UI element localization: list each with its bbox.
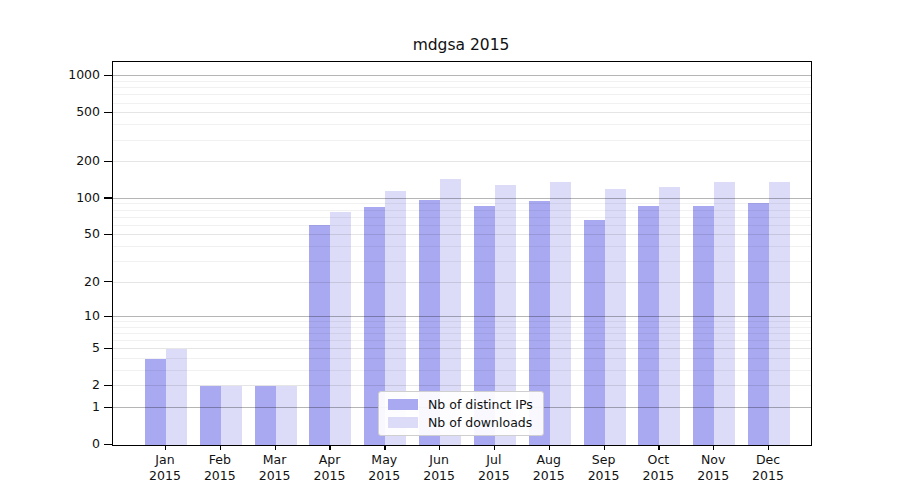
legend-label-distinct-ips: Nb of distinct IPs	[428, 397, 533, 412]
x-tick-may	[384, 445, 385, 450]
x-label-may: May2015	[354, 452, 414, 484]
x-label-aug: Aug2015	[519, 452, 579, 484]
legend-item-downloads: Nb of downloads	[388, 415, 534, 430]
gridline-600	[113, 103, 811, 104]
x-tick-dec	[768, 445, 769, 450]
bar-dec-downloads	[769, 182, 790, 445]
x-label-jun: Jun2015	[409, 452, 469, 484]
y-label-0: 0	[0, 436, 100, 452]
gridline-10	[113, 316, 811, 317]
y-tick-50	[104, 234, 112, 235]
x-label-dec: Dec2015	[738, 452, 798, 484]
x-tick-oct	[658, 445, 659, 450]
gridline-80	[113, 210, 811, 211]
bar-jan-distinct-ips	[145, 359, 166, 445]
gridline-9	[113, 321, 811, 322]
x-label-feb: Feb2015	[190, 452, 250, 484]
gridline-7	[113, 333, 811, 334]
gridline-60	[113, 225, 811, 226]
y-tick-100	[104, 197, 112, 198]
chart-title: mdgsa 2015	[112, 36, 810, 54]
legend-item-distinct-ips: Nb of distinct IPs	[388, 397, 534, 412]
x-tick-jul	[494, 445, 495, 450]
gridline-200	[113, 161, 811, 162]
plot-area	[112, 61, 812, 446]
y-tick-10	[104, 316, 112, 317]
bar-oct-distinct-ips	[638, 206, 659, 445]
x-label-apr: Apr2015	[299, 452, 359, 484]
gridline-900	[113, 81, 811, 82]
bar-mar-downloads	[276, 386, 297, 445]
x-label-nov: Nov2015	[683, 452, 743, 484]
y-label-2: 2	[0, 377, 100, 393]
gridline-50	[113, 234, 811, 235]
bar-apr-distinct-ips	[309, 225, 330, 445]
gridline-400	[113, 124, 811, 125]
x-tick-feb	[220, 445, 221, 450]
gridline-100	[113, 198, 811, 199]
gridline-6	[113, 340, 811, 341]
bar-nov-downloads	[714, 182, 735, 445]
gridline-1000	[113, 75, 811, 76]
gridline-3	[113, 370, 811, 371]
y-tick-0	[104, 444, 112, 445]
x-tick-sep	[604, 445, 605, 450]
gridline-90	[113, 203, 811, 204]
y-label-50: 50	[0, 226, 100, 242]
gridline-500	[113, 112, 811, 113]
y-tick-5	[104, 348, 112, 349]
y-label-1: 1	[0, 399, 100, 415]
x-label-sep: Sep2015	[574, 452, 634, 484]
x-label-jul: Jul2015	[464, 452, 524, 484]
bar-mar-distinct-ips	[255, 386, 276, 445]
y-tick-500	[104, 112, 112, 113]
bar-nov-distinct-ips	[693, 206, 714, 445]
x-label-mar: Mar2015	[245, 452, 305, 484]
bar-dec-distinct-ips	[748, 203, 769, 445]
y-label-500: 500	[0, 104, 100, 120]
x-tick-jun	[439, 445, 440, 450]
bar-aug-downloads	[550, 182, 571, 445]
gridline-800	[113, 87, 811, 88]
legend-swatch-distinct-ips	[388, 399, 418, 410]
gridline-40	[113, 246, 811, 247]
x-tick-mar	[275, 445, 276, 450]
bar-jan-downloads	[166, 349, 187, 445]
bar-feb-distinct-ips	[200, 386, 221, 445]
y-tick-20	[104, 281, 112, 282]
bar-feb-downloads	[221, 386, 242, 445]
gridline-300	[113, 140, 811, 141]
gridline-70	[113, 217, 811, 218]
gridline-5	[113, 348, 811, 349]
x-tick-jan	[165, 445, 166, 450]
x-tick-apr	[329, 445, 330, 450]
y-tick-2	[104, 385, 112, 386]
gridline-20	[113, 282, 811, 283]
y-tick-1000	[104, 75, 112, 76]
y-label-1000: 1000	[0, 67, 100, 83]
y-label-20: 20	[0, 274, 100, 290]
legend-swatch-downloads	[388, 417, 418, 428]
x-tick-nov	[713, 445, 714, 450]
gridline-30	[113, 261, 811, 262]
gridline-2	[113, 385, 811, 386]
x-label-oct: Oct2015	[628, 452, 688, 484]
y-label-200: 200	[0, 153, 100, 169]
y-label-5: 5	[0, 340, 100, 356]
y-label-10: 10	[0, 308, 100, 324]
gridline-4	[113, 358, 811, 359]
gridline-700	[113, 94, 811, 95]
x-label-jan: Jan2015	[135, 452, 195, 484]
chart-legend: Nb of distinct IPs Nb of downloads	[378, 391, 544, 436]
legend-label-downloads: Nb of downloads	[428, 415, 532, 430]
y-tick-200	[104, 161, 112, 162]
gridline-8	[113, 327, 811, 328]
download-stats-chart: mdgsa 2015 Nb of distinct IPs Nb of downl…	[0, 0, 900, 500]
y-label-100: 100	[0, 190, 100, 206]
y-tick-1	[104, 407, 112, 408]
x-tick-aug	[549, 445, 550, 450]
